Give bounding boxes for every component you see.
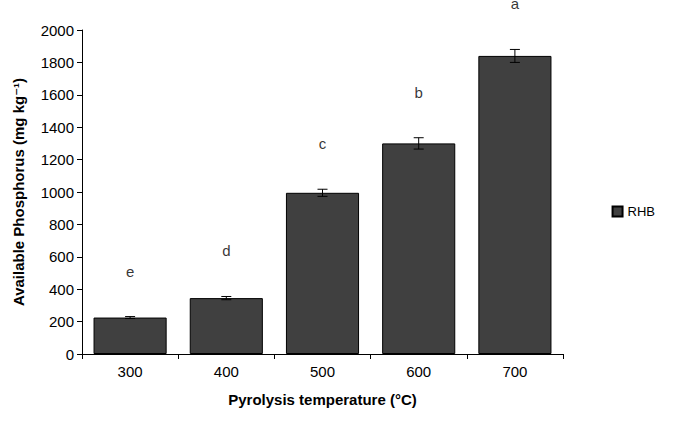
svg-text:0: 0	[66, 346, 74, 363]
svg-text:300: 300	[118, 363, 143, 380]
svg-text:1000: 1000	[41, 184, 74, 201]
svg-text:e: e	[126, 263, 134, 280]
svg-text:800: 800	[49, 216, 74, 233]
svg-text:d: d	[222, 242, 230, 259]
svg-text:1600: 1600	[41, 86, 74, 103]
svg-text:700: 700	[502, 363, 527, 380]
svg-text:a: a	[511, 0, 520, 12]
svg-text:1400: 1400	[41, 119, 74, 136]
svg-text:1800: 1800	[41, 54, 74, 71]
svg-text:2000: 2000	[41, 22, 74, 39]
svg-text:b: b	[415, 84, 423, 101]
svg-text:500: 500	[310, 363, 335, 380]
svg-text:RHB: RHB	[628, 204, 655, 219]
svg-text:Pyrolysis temperature (°C): Pyrolysis temperature (°C)	[228, 391, 417, 408]
svg-text:600: 600	[49, 248, 74, 265]
svg-text:1200: 1200	[41, 151, 74, 168]
svg-text:400: 400	[49, 281, 74, 298]
svg-text:400: 400	[214, 363, 239, 380]
svg-text:200: 200	[49, 313, 74, 330]
svg-text:Available Phosphorus (mg kg⁻¹): Available Phosphorus (mg kg⁻¹)	[10, 78, 27, 306]
svg-text:c: c	[319, 135, 327, 152]
svg-text:600: 600	[406, 363, 431, 380]
